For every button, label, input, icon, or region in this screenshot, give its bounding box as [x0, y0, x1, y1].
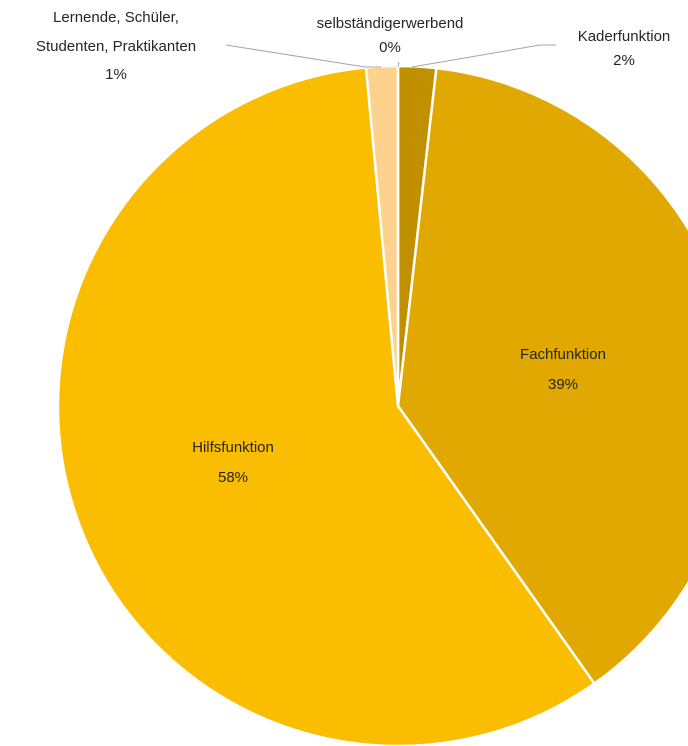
leader-line-lernende	[225, 44, 381, 68]
label-hilfs-pct: 58%	[218, 469, 248, 486]
pie-slices	[56, 64, 688, 746]
label-selbstaendig-pct: 0%	[379, 39, 401, 56]
slice-fachfunktion	[396, 66, 688, 686]
label-fach-name: Fachfunktion	[520, 346, 606, 363]
label-kader-pct: 2%	[613, 52, 635, 69]
label-fach-pct: 39%	[548, 376, 578, 393]
leader-line-selbstaendig	[397, 61, 400, 68]
data-labels: selbständigerwerbend 0% Kaderfunktion 2%…	[36, 9, 670, 486]
label-selbstaendig-name: selbständigerwerbend	[317, 15, 464, 32]
label-hilfs-name: Hilfsfunktion	[192, 439, 274, 456]
label-lernende-name-line2: Studenten, Praktikanten	[36, 38, 196, 55]
leader-line-kader	[411, 44, 556, 68]
label-kader-name: Kaderfunktion	[578, 28, 671, 45]
label-lernende-pct: 1%	[105, 66, 127, 83]
label-lernende-name-line1: Lernende, Schüler,	[53, 9, 179, 26]
leader-lines	[225, 44, 556, 68]
slice-hilfsfunktion	[56, 66, 597, 746]
